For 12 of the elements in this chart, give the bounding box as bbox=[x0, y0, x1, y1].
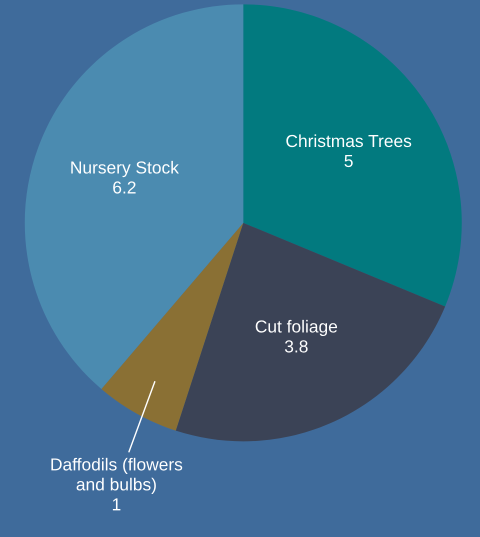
data-label: 3.8 bbox=[284, 340, 308, 353]
data-label: 6.2 bbox=[113, 181, 136, 194]
pie-slice bbox=[24, 4, 244, 389]
slice-label: Daffodils (flowers and bulbs) bbox=[51, 458, 182, 494]
pie-slice bbox=[176, 222, 446, 442]
slice-label: Nursery Stock bbox=[71, 160, 179, 178]
pie-slice bbox=[243, 4, 462, 306]
slice-label: Cut foliage bbox=[256, 320, 338, 336]
slice-label: Christmas Trees bbox=[286, 134, 412, 148]
data-label: 5 bbox=[344, 154, 353, 168]
pie-slice bbox=[101, 222, 244, 431]
data-label: 1 bbox=[112, 498, 120, 510]
